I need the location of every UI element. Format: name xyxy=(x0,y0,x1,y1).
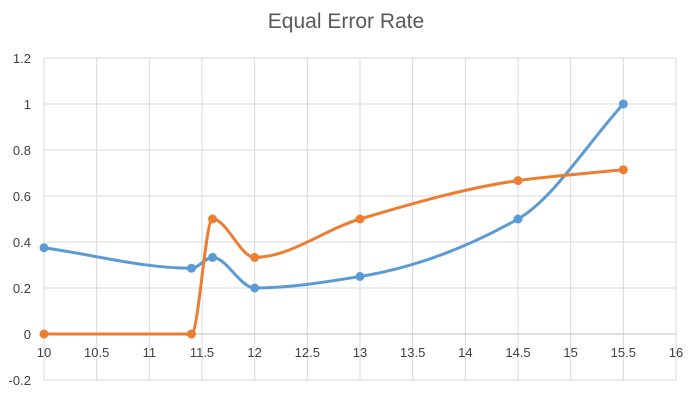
x-tick-label: 14 xyxy=(458,345,472,360)
x-tick-label: 10.5 xyxy=(84,345,109,360)
series-1-point[interactable] xyxy=(618,99,628,109)
series-2-point[interactable] xyxy=(513,176,523,186)
y-tick-label: 1.2 xyxy=(13,51,31,66)
tick-labels: 10 10.5 11 11.5 12 12.5 13 13.5 14 14.5 15 15.5 161.… xyxy=(9,51,684,388)
series-1-point[interactable] xyxy=(250,283,260,293)
y-tick-label: 0.4 xyxy=(13,235,31,250)
series-2-point[interactable] xyxy=(208,214,218,224)
series-1-point[interactable] xyxy=(513,214,523,224)
x-tick-label: 10 xyxy=(37,345,51,360)
chart-title: Equal Error Rate xyxy=(267,10,425,33)
series-2-point[interactable] xyxy=(355,214,365,224)
x-tick-label: 13.5 xyxy=(400,345,425,360)
series-2-point[interactable] xyxy=(39,329,49,339)
x-tick-label: 11 xyxy=(143,345,157,360)
series-lines xyxy=(39,99,628,339)
y-tick-label: 0.8 xyxy=(13,143,31,158)
x-tick-label: 16 xyxy=(669,345,683,360)
y-tick-label: 0.2 xyxy=(13,281,31,296)
series-1-point[interactable] xyxy=(186,263,196,273)
x-tick-label: 13 xyxy=(353,345,367,360)
x-tick-label: 12.5 xyxy=(295,345,320,360)
series-1-point[interactable] xyxy=(39,243,49,253)
x-tick-label: 14.5 xyxy=(505,345,530,360)
series-2-line xyxy=(42,168,625,336)
series-1-point[interactable] xyxy=(355,272,365,281)
x-tick-label: 12 xyxy=(247,345,261,360)
series-1-point[interactable] xyxy=(208,252,218,262)
x-tick-label: 11.5 xyxy=(190,345,214,360)
x-tick-label: 15 xyxy=(563,345,577,360)
series-2-point[interactable] xyxy=(618,165,628,175)
series-2-point[interactable] xyxy=(250,252,260,262)
y-tick-label: -0.2 xyxy=(9,373,31,388)
series-1-line xyxy=(42,102,625,290)
y-tick-label: 0.6 xyxy=(13,189,31,204)
series-2-point[interactable] xyxy=(186,329,196,339)
y-tick-label: 1 xyxy=(24,97,31,112)
y-tick-label: 0 xyxy=(24,327,31,342)
x-tick-label: 15.5 xyxy=(611,345,636,360)
